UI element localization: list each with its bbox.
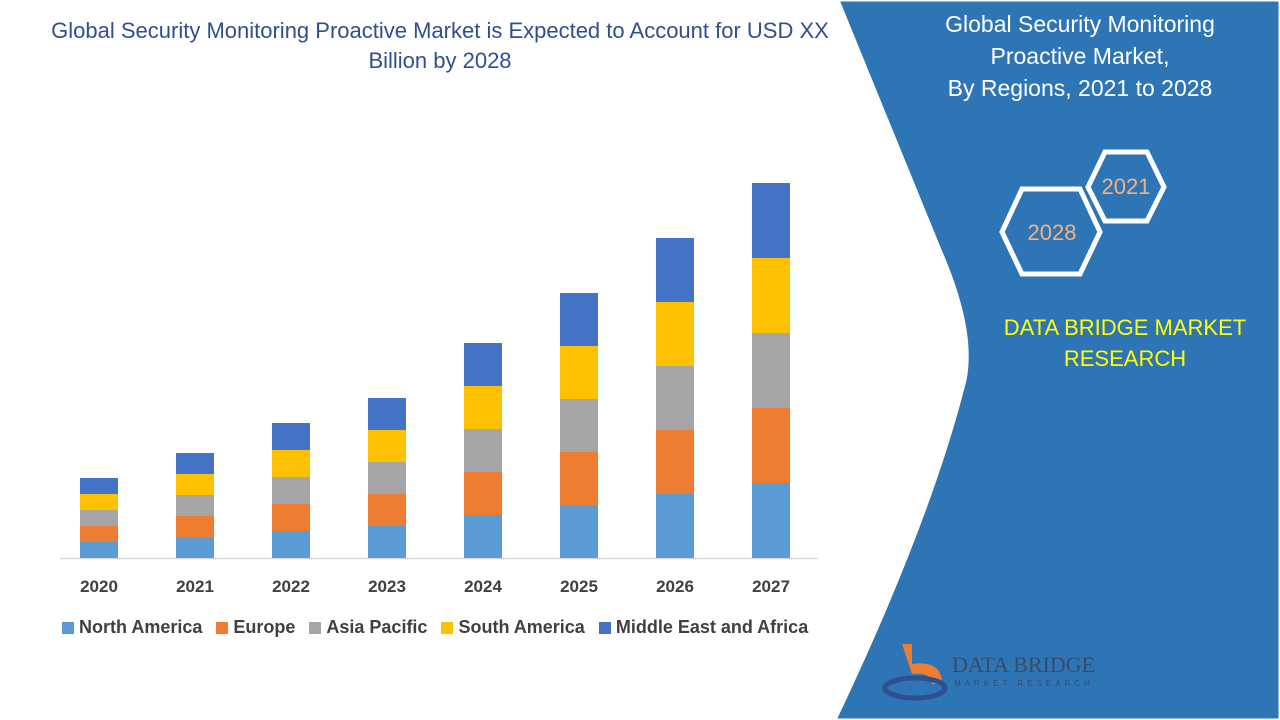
side-title-line: Global Security Monitoring [945, 11, 1215, 37]
bar-segment-2024-1 [464, 472, 502, 515]
bar-segment-2026-0 [656, 494, 694, 558]
bar-segment-2027-2 [752, 333, 790, 408]
logo-subtext: MARKET RESEARCH [954, 679, 1094, 688]
legend-label: Asia Pacific [326, 617, 428, 637]
bar-segment-2020-0 [80, 542, 118, 558]
bar-segment-2023-2 [368, 462, 406, 494]
bar-segment-2023-4 [368, 398, 406, 430]
legend-item: Asia Pacific [309, 617, 427, 638]
bar-segment-2020-4 [80, 478, 118, 494]
bar-segment-2026-4 [656, 238, 694, 302]
bar-segment-2025-3 [560, 346, 598, 399]
legend-label: North America [79, 617, 203, 637]
bar-segment-2026-1 [656, 430, 694, 494]
legend: North America Europe Asia Pacific South Ame… [62, 617, 808, 638]
x-tick-label: 2021 [176, 577, 214, 596]
bar-segment-2022-4 [272, 423, 310, 450]
hex-label-2028: 2028 [1027, 220, 1077, 245]
legend-label: South America [458, 617, 585, 637]
side-title-line: Proactive Market, [990, 43, 1170, 69]
bar-segment-2027-1 [752, 408, 790, 483]
bar-segment-2021-0 [176, 537, 214, 558]
bar-segment-2021-2 [176, 495, 214, 516]
bar-segment-2021-4 [176, 453, 214, 474]
bar-segment-2027-0 [752, 483, 790, 558]
bar-segment-2026-3 [656, 302, 694, 366]
x-tick-label: 2024 [464, 577, 502, 596]
bar-segment-2020-2 [80, 510, 118, 526]
x-tick-label: 2025 [560, 577, 598, 596]
stacked-bar-chart: 2020 2021 2022 2023 2024 2025 2026 2027 [60, 183, 818, 596]
legend-item: Middle East and Africa [598, 617, 809, 638]
brand-line: DATA BRIDGE MARKET [1003, 315, 1247, 340]
x-tick-label: 2022 [272, 577, 310, 596]
bar-segment-2027-3 [752, 258, 790, 333]
bar-segment-2023-1 [368, 494, 406, 526]
bar-segment-2022-2 [272, 477, 310, 504]
x-tick-label: 2026 [656, 577, 694, 596]
hex-2021 [1085, 149, 1167, 224]
hex-2028 [999, 186, 1103, 277]
bar-segment-2020-3 [80, 494, 118, 510]
side-title-line: By Regions, 2021 to 2028 [947, 75, 1213, 101]
bar-segment-2024-3 [464, 386, 502, 429]
bar-segment-2025-4 [560, 293, 598, 346]
side-panel-title: Global Security Monitoring Proactive Mar… [900, 8, 1260, 104]
legend-item: North America [62, 617, 202, 638]
bar-segment-2020-1 [80, 526, 118, 542]
data-bridge-logo: DATA BRIDGE MARKET RESEARCH [882, 644, 1095, 701]
bar-segment-2024-4 [464, 343, 502, 386]
bar-segment-2023-0 [368, 526, 406, 558]
bar-segment-2024-2 [464, 429, 502, 472]
legend-swatch [62, 621, 74, 634]
bar-segment-2025-1 [560, 452, 598, 505]
bar-segment-2022-0 [272, 531, 310, 558]
logo-text: DATA BRIDGE [952, 652, 1095, 677]
legend-label: Middle East and Africa [615, 617, 809, 637]
legend-item: Europe [216, 617, 295, 638]
bar-segment-2027-4 [752, 183, 790, 258]
legend-label: Europe [233, 617, 296, 637]
bar-segment-2021-3 [176, 474, 214, 495]
legend-swatch [441, 621, 454, 634]
bar-segment-2025-0 [560, 505, 598, 558]
hex-label-2021: 2021 [1101, 174, 1151, 199]
x-tick-label: 2027 [752, 577, 790, 596]
brand-text: DATA BRIDGE MARKET RESEARCH [985, 312, 1265, 374]
x-tick-label: 2020 [80, 577, 118, 596]
bar-segment-2023-3 [368, 430, 406, 462]
bar-segment-2025-2 [560, 399, 598, 452]
bar-segment-2026-2 [656, 366, 694, 430]
bar-segment-2021-1 [176, 516, 214, 537]
chart-title: Global Security Monitoring Proactive Mar… [51, 18, 829, 73]
bar-segment-2022-3 [272, 450, 310, 477]
bar-segment-2022-1 [272, 504, 310, 531]
legend-swatch [216, 621, 229, 634]
x-tick-label: 2023 [368, 577, 406, 596]
brand-line: RESEARCH [1063, 346, 1187, 371]
legend-swatch [598, 621, 611, 634]
legend-item: South America [441, 617, 585, 638]
legend-swatch [309, 621, 322, 634]
bar-segment-2024-0 [464, 515, 502, 558]
